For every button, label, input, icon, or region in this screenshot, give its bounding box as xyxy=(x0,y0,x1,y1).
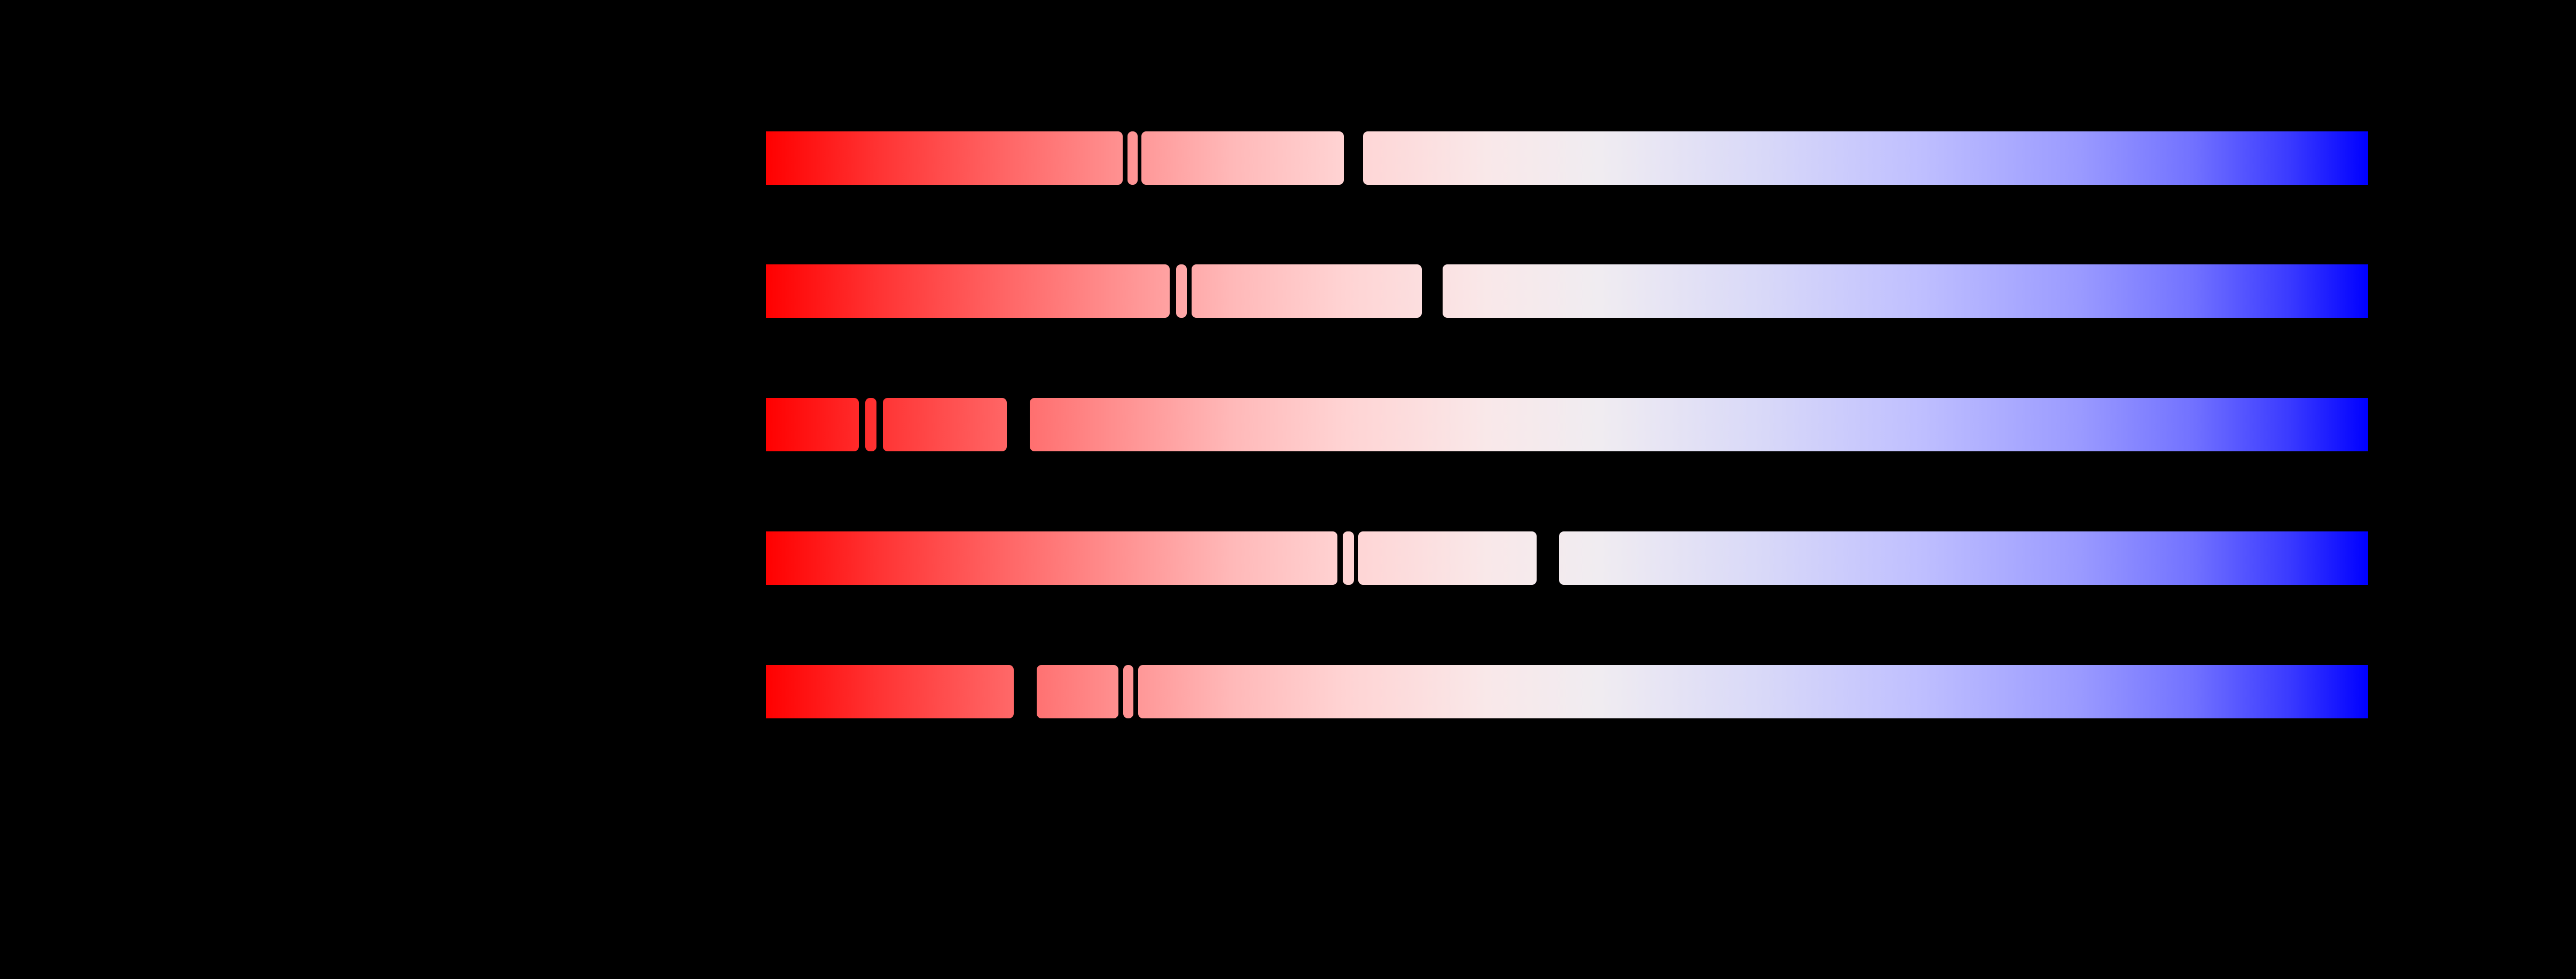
bar-segment xyxy=(1358,531,1537,585)
bar-segment xyxy=(1037,665,1118,718)
gradient-bar-row-2 xyxy=(766,264,2368,318)
bar-segment xyxy=(1176,264,1187,318)
bar-segment xyxy=(766,665,1014,718)
bar-segment xyxy=(1343,531,1354,585)
bar-segment xyxy=(766,531,1337,585)
gradient-bar-row-5 xyxy=(766,665,2368,718)
bar-segment xyxy=(1443,264,2368,318)
bar-segment xyxy=(766,398,859,451)
bar-segment xyxy=(1138,665,2368,718)
gradient-bar-row-3 xyxy=(766,398,2368,451)
bar-segment xyxy=(1141,131,1344,185)
gradient-bar-row-4 xyxy=(766,531,2368,585)
bar-segment xyxy=(1128,131,1138,185)
bar-segment xyxy=(1363,131,2368,185)
bar-segment xyxy=(883,398,1007,451)
bar-segment xyxy=(1030,398,2368,451)
bar-segment xyxy=(1192,264,1422,318)
bar-segment xyxy=(1559,531,2368,585)
bar-segment xyxy=(766,131,1123,185)
gradient-bar-row-1 xyxy=(766,131,2368,185)
bar-segment xyxy=(766,264,1170,318)
bar-segment xyxy=(1123,665,1133,718)
bar-segment xyxy=(865,398,876,451)
